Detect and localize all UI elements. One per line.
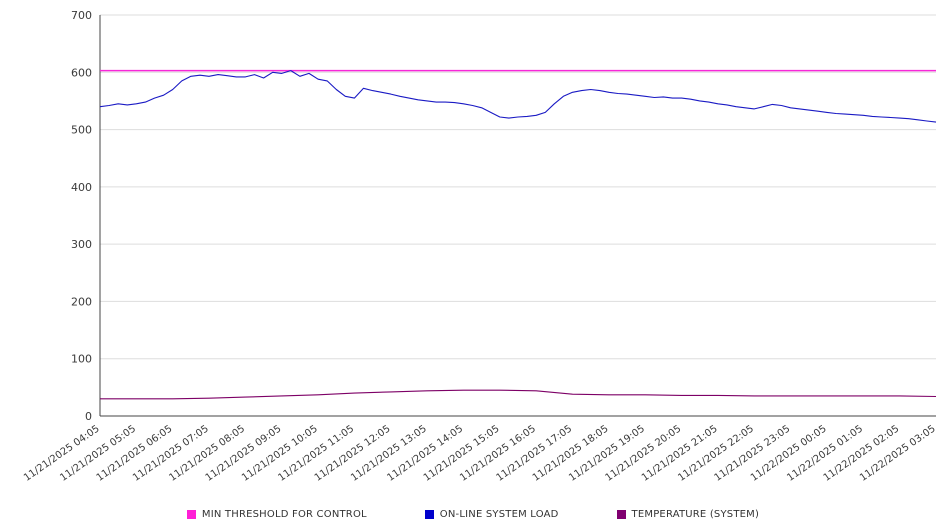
y-tick-label: 400	[71, 181, 92, 194]
legend-swatch-temperature-system-icon	[616, 510, 626, 519]
y-tick-label: 100	[71, 353, 92, 366]
legend-item-online-system-load: ON-LINE SYSTEM LOAD	[424, 509, 559, 520]
y-tick-label: 0	[85, 410, 92, 423]
legend-label-temperature-system: TEMPERATURE (SYSTEM)	[631, 509, 760, 520]
legend-label-online-system-load: ON-LINE SYSTEM LOAD	[439, 509, 559, 520]
y-tick-label: 200	[71, 295, 92, 308]
y-tick-label: 600	[71, 66, 92, 79]
legend-swatch-min-threshold-icon	[186, 510, 196, 519]
y-tick-label: 700	[71, 9, 92, 22]
line-on-line-system-load	[99, 70, 937, 123]
legend-item-temperature-system: TEMPERATURE (SYSTEM)	[616, 509, 760, 520]
y-tick-label: 500	[71, 124, 92, 137]
legend-label-min-threshold: MIN THRESHOLD FOR CONTROL	[201, 509, 367, 520]
chart-legend: MIN THRESHOLD FOR CONTROL ON-LINE SYSTEM…	[0, 509, 946, 520]
legend-swatch-online-system-load-icon	[424, 510, 434, 519]
line-temperature-system	[100, 389, 937, 400]
y-tick-label: 300	[71, 238, 92, 251]
legend-item-min-threshold: MIN THRESHOLD FOR CONTROL	[186, 509, 367, 520]
